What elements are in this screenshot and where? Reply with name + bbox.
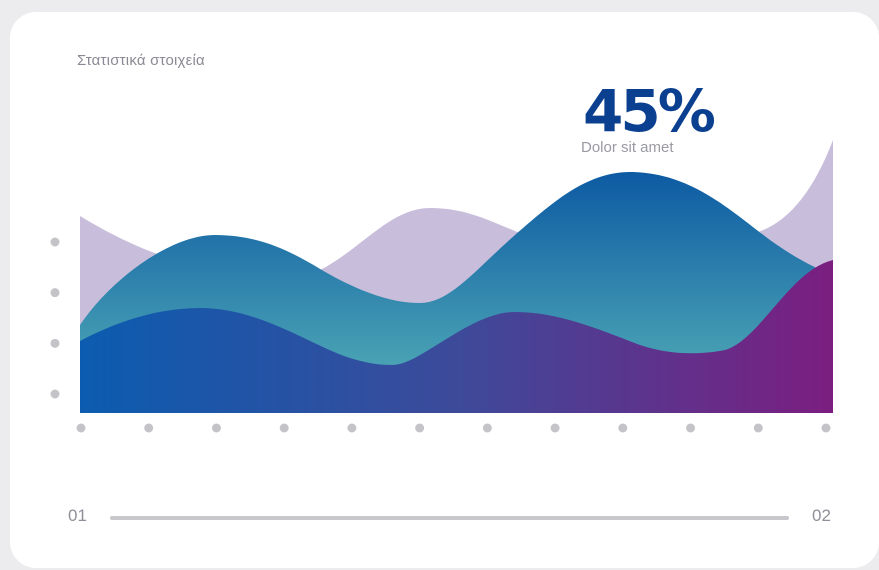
y-axis-dot — [50, 237, 60, 247]
x-axis-dot — [415, 423, 425, 433]
x-axis-dot — [211, 423, 221, 433]
x-axis-dot — [618, 423, 628, 433]
x-axis-dot — [347, 423, 357, 433]
range-start-label: 01 — [68, 506, 87, 525]
x-axis-dot — [279, 423, 289, 433]
highlight-caption: Dolor sit amet — [581, 139, 674, 156]
x-axis-dot — [144, 423, 154, 433]
x-axis-dot — [550, 423, 560, 433]
y-axis-dots — [50, 237, 60, 399]
chart-title: Στατιστικά στοιχεία — [77, 52, 205, 69]
y-axis-dot — [50, 288, 60, 298]
x-axis-dot — [76, 423, 86, 433]
x-axis-dots — [76, 423, 831, 433]
range-end-label: 02 — [812, 506, 831, 525]
y-axis-dot — [50, 389, 60, 399]
highlight-value: 45% — [583, 77, 716, 145]
x-axis-dot — [686, 423, 696, 433]
range-slider-track[interactable] — [110, 516, 789, 520]
x-axis-dot — [821, 423, 831, 433]
x-axis-dot — [753, 423, 763, 433]
y-axis-dot — [50, 338, 60, 348]
x-axis-dot — [482, 423, 492, 433]
series-area-purple — [80, 260, 833, 413]
